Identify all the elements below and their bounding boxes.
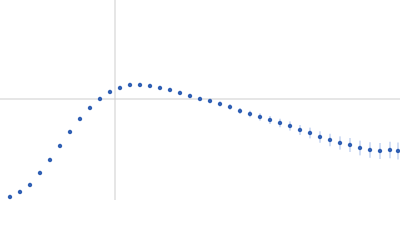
data-point	[347, 142, 353, 148]
data-point	[197, 96, 203, 102]
data-point	[367, 147, 373, 153]
data-point	[7, 194, 13, 200]
data-point	[307, 130, 313, 136]
data-point	[97, 96, 103, 102]
data-point	[127, 82, 133, 88]
data-point	[217, 101, 223, 107]
data-point	[247, 111, 253, 117]
data-point	[237, 108, 243, 114]
data-point	[37, 170, 43, 176]
page: {"chart_data": {"type": "scatter", "x": …	[0, 0, 400, 200]
data-point	[107, 89, 113, 95]
data-point	[257, 114, 263, 120]
data-point	[67, 129, 73, 135]
data-point	[87, 105, 93, 111]
data-point	[207, 98, 213, 104]
data-point	[297, 127, 303, 133]
data-point	[27, 182, 33, 188]
data-point	[17, 189, 23, 195]
data-point	[137, 82, 143, 88]
data-point	[117, 85, 123, 91]
data-point	[147, 83, 153, 89]
data-point	[377, 148, 383, 154]
data-point	[177, 90, 183, 96]
data-point	[317, 134, 323, 140]
data-point	[287, 123, 293, 129]
data-point	[77, 116, 83, 122]
data-point	[327, 137, 333, 143]
data-point	[267, 117, 273, 123]
data-point	[47, 157, 53, 163]
data-point	[337, 140, 343, 146]
data-point	[157, 85, 163, 91]
data-point	[57, 143, 63, 149]
data-point	[227, 104, 233, 110]
chart	[0, 0, 400, 200]
data-point	[395, 148, 400, 154]
data-point	[277, 120, 283, 126]
data-point	[187, 93, 193, 99]
data-point	[387, 147, 393, 153]
data-point	[167, 87, 173, 93]
data-point	[357, 145, 363, 151]
